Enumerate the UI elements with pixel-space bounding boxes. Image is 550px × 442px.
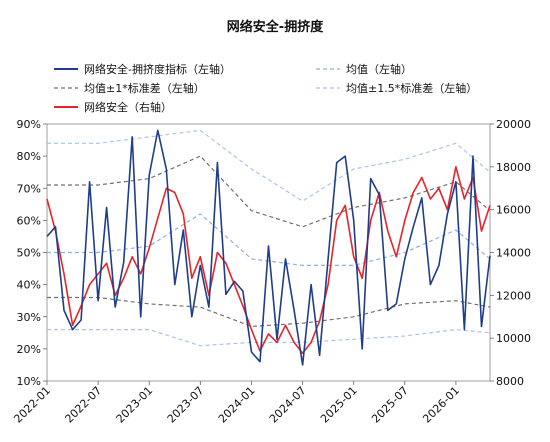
right-tick-label: 14000 xyxy=(496,247,531,260)
right-tick-label: 8000 xyxy=(496,375,524,388)
series-line-3 xyxy=(47,296,491,327)
series-layer xyxy=(46,129,491,366)
left-tick-label: 50% xyxy=(17,247,41,260)
right-tick-label: 10000 xyxy=(496,332,531,345)
series-line-6 xyxy=(46,166,491,355)
series-line-0 xyxy=(46,129,491,366)
left-tick-label: 40% xyxy=(17,279,41,292)
legend-label: 均值（左轴） xyxy=(346,62,412,76)
x-axis: 2022-01 2022-07 2023-01 2023-07 2024-01 2024-… xyxy=(11,381,462,426)
right-tick-label: 20000 xyxy=(496,118,531,131)
left-tick-label: 90% xyxy=(17,118,41,131)
x-tick-label: 2022-07 xyxy=(63,384,105,426)
legend-label: 均值±1*标准差（左轴） xyxy=(84,81,205,95)
x-tick-label: 2023-01 xyxy=(114,384,156,426)
series-line-1 xyxy=(47,213,491,266)
left-tick-label: 80% xyxy=(17,150,41,163)
legend: 网络安全-拥挤度指标（左轴） 均值（左轴） 均值±1*标准差（左轴） 均值±1.5*标… xyxy=(54,62,477,114)
left-axis: 90% 80% 70% 60% 50% 40% 30% 20% 10% xyxy=(17,118,47,388)
legend-label: 网络安全（右轴） xyxy=(84,100,172,114)
x-tick-label: 2024-01 xyxy=(216,384,258,426)
left-tick-label: 70% xyxy=(17,182,41,195)
right-axis: 20000 18000 16000 14000 12000 10000 8000 xyxy=(490,118,531,388)
x-tick-label: 2024-07 xyxy=(267,384,309,426)
left-tick-label: 10% xyxy=(17,375,41,388)
right-tick-label: 18000 xyxy=(496,161,531,174)
x-tick-label: 2026-01 xyxy=(420,384,462,426)
chart-title: 网络安全-拥挤度 xyxy=(227,19,324,35)
legend-label: 网络安全-拥挤度指标（左轴） xyxy=(84,62,231,76)
series-line-2 xyxy=(47,155,491,228)
legend-label: 均值±1.5*标准差（左轴） xyxy=(346,81,477,95)
left-tick-label: 20% xyxy=(17,343,41,356)
left-tick-label: 60% xyxy=(17,214,41,227)
x-tick-label: 2025-07 xyxy=(369,384,411,426)
series-line-5 xyxy=(47,329,491,347)
series-line-4 xyxy=(47,129,491,202)
right-tick-label: 16000 xyxy=(496,204,531,217)
left-tick-label: 30% xyxy=(17,311,41,324)
x-tick-label: 2022-01 xyxy=(11,384,53,426)
right-tick-label: 12000 xyxy=(496,289,531,302)
x-tick-label: 2023-07 xyxy=(165,384,207,426)
x-tick-label: 2025-01 xyxy=(318,384,360,426)
